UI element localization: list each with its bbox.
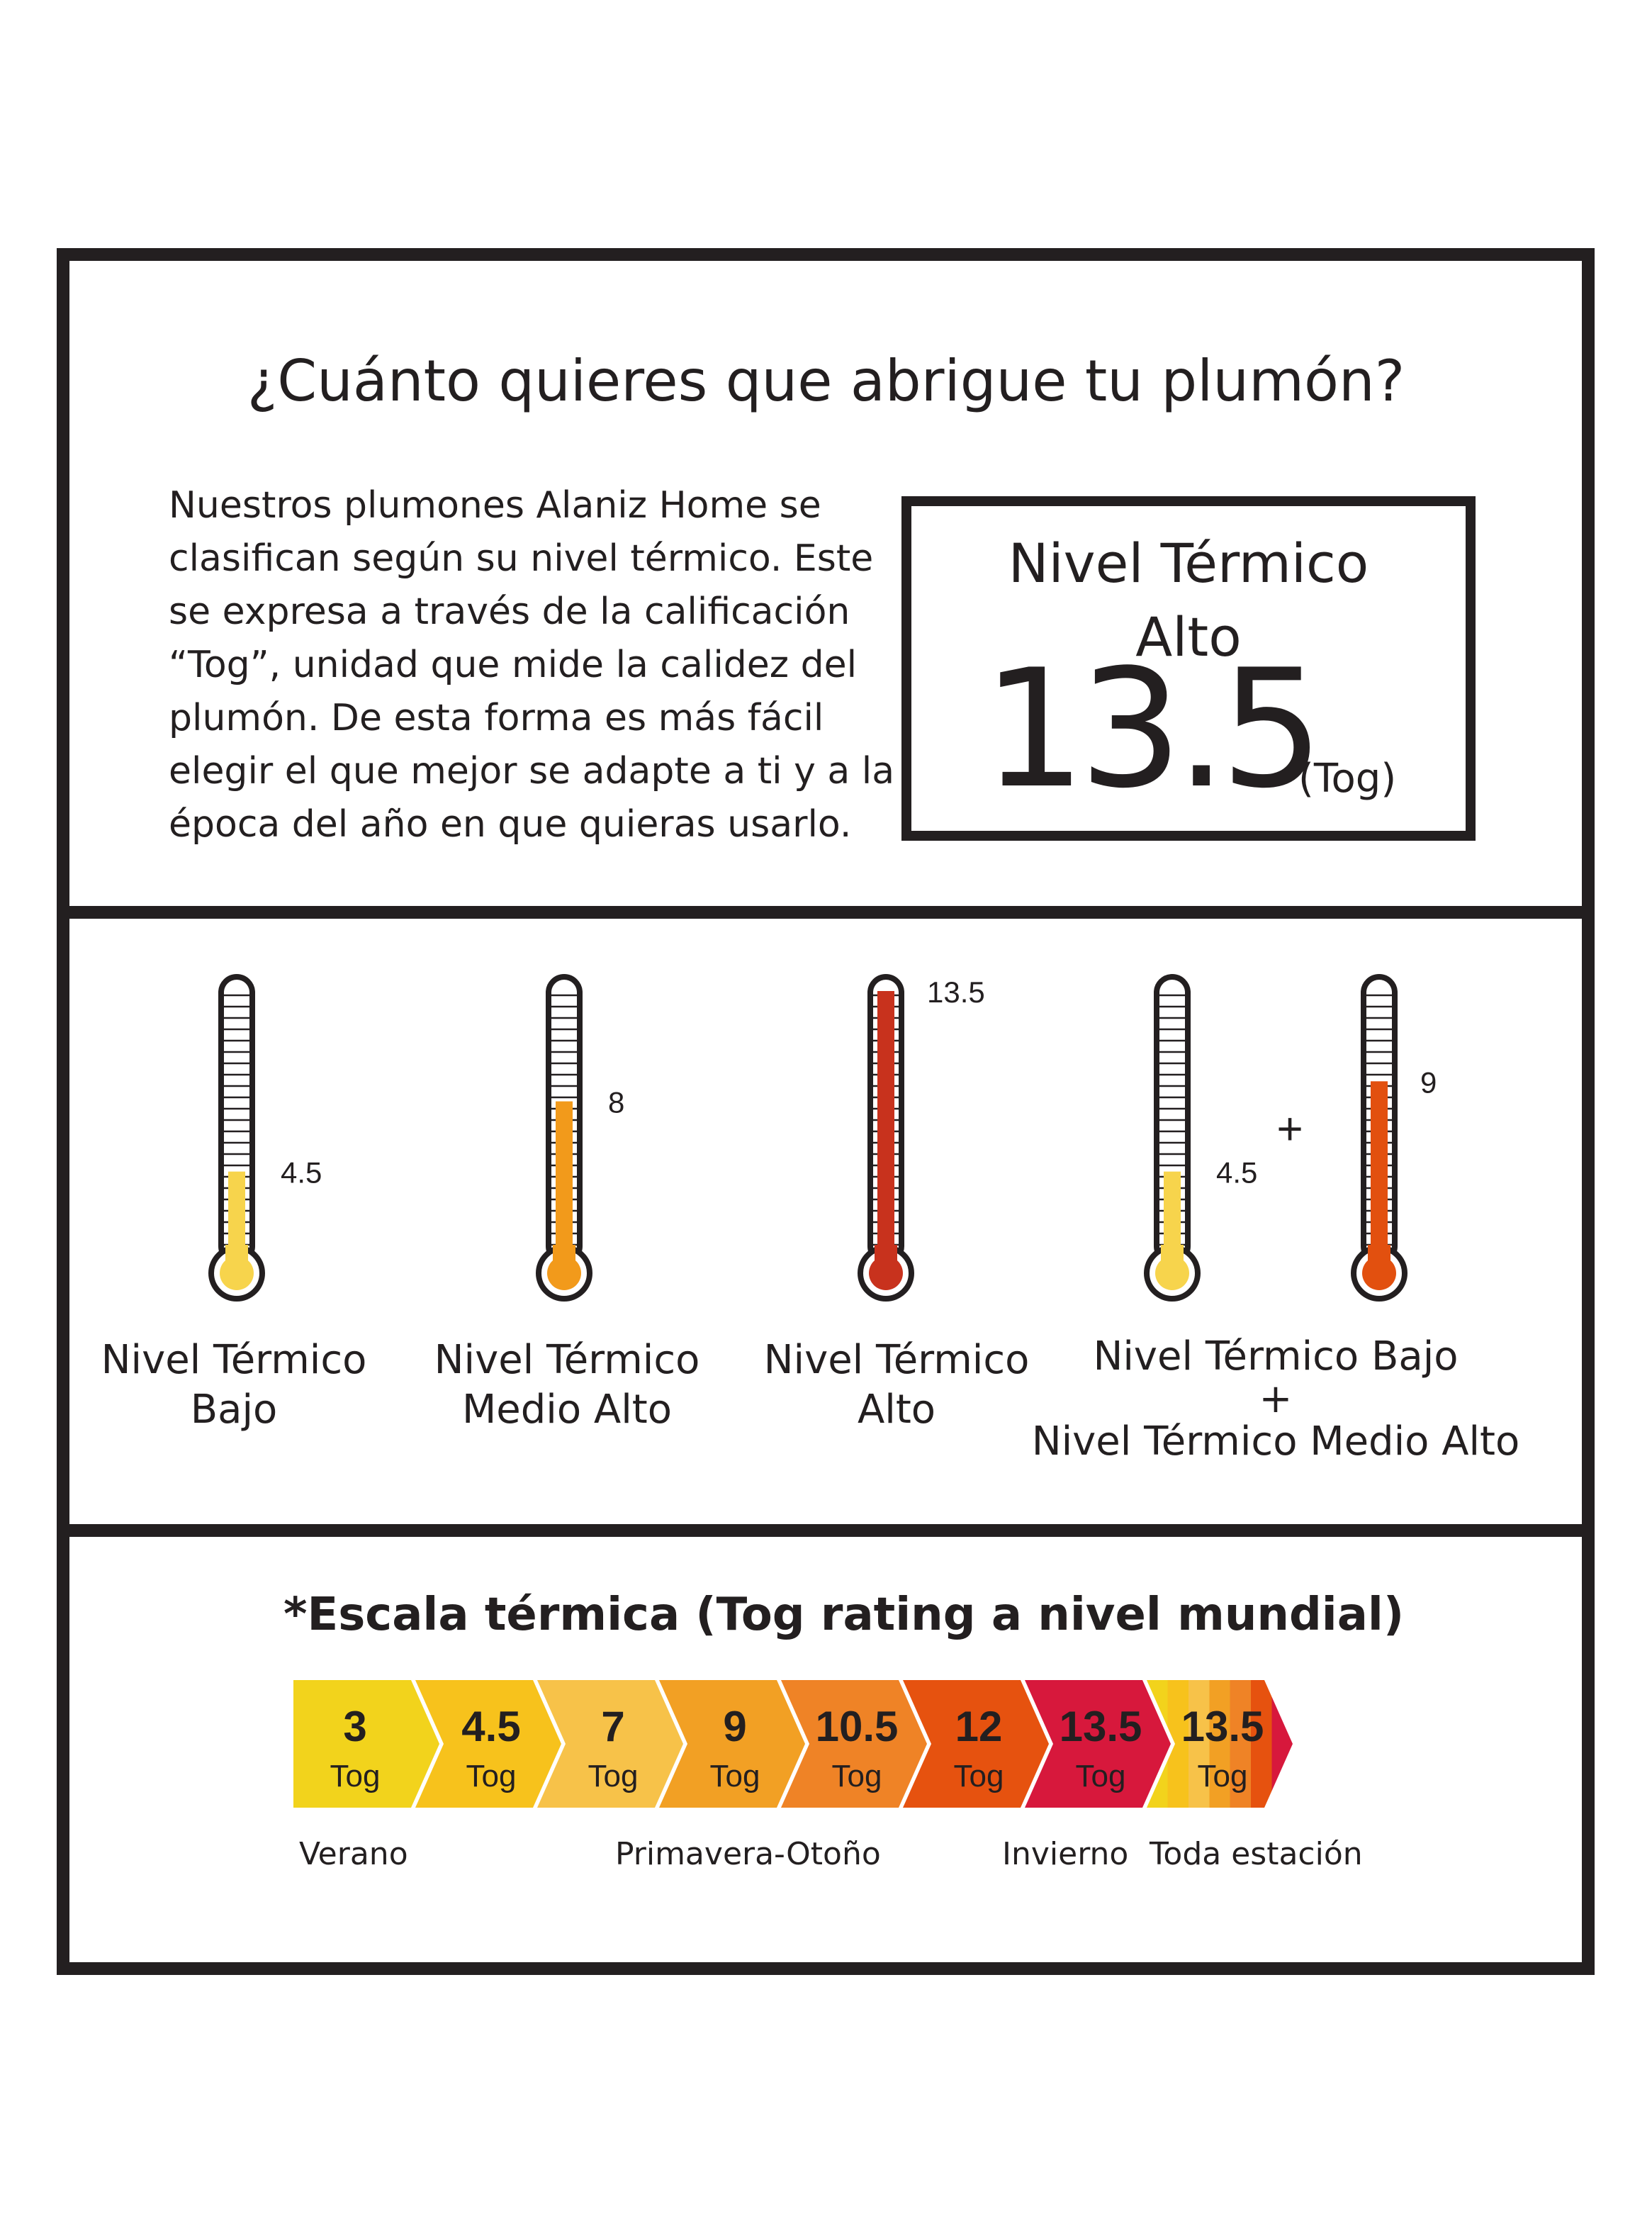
season-toda-estacion: Toda estación (1150, 1836, 1363, 1872)
intro-line: elegir el que mejor se adapte a ti y a l… (169, 750, 895, 793)
plus-sign: + (1276, 1103, 1303, 1154)
caption-line: Nivel Térmico (763, 1337, 1030, 1383)
tog-step-unit: Tog (588, 1759, 639, 1793)
intro-line: plumón. De esta forma es más fácil (169, 697, 824, 739)
season-primavera-otono: Primavera-Otoño (615, 1836, 881, 1872)
thermometer-fill (1371, 1081, 1388, 1262)
thermometer-fill (556, 1101, 573, 1262)
section-divider-1 (57, 906, 1595, 919)
tog-step-unit: Tog (466, 1759, 517, 1793)
thermometer-value-label: 9 (1420, 1065, 1437, 1099)
tog-step-unit: Tog (330, 1759, 381, 1793)
tog-step: 3 Tog (293, 1680, 439, 1808)
tog-step-unit: Tog (1076, 1759, 1126, 1793)
tog-step: 7 Tog (537, 1680, 683, 1808)
tog-step: 4.5 Tog (415, 1680, 561, 1808)
tog-step: 12 Tog (903, 1680, 1049, 1808)
tog-step: 10.5 Tog (781, 1680, 927, 1808)
page-title: ¿Cuánto quieres que abrigue tu plumón? (247, 348, 1405, 414)
rating-level-label: Nivel Térmico (1008, 532, 1369, 595)
tog-step: 13.5 Tog (1025, 1680, 1171, 1808)
caption-line: Alto (857, 1387, 936, 1433)
thermometer: 8 (536, 974, 624, 1302)
thermometer: 13.5 (858, 974, 985, 1302)
tog-step-value: 10.5 (816, 1703, 899, 1750)
caption-line: Medio Alto (461, 1387, 673, 1433)
thermometer-value-label: 13.5 (927, 975, 985, 1009)
caption-line: Bajo (190, 1387, 278, 1433)
intro-line: “Tog”, unidad que mide la calidez del (169, 644, 858, 686)
thermometers-graphic: 4.5 8 13.5 4.5 9 + (208, 974, 1437, 1302)
season-invierno: Invierno (1002, 1836, 1129, 1872)
tog-step-value: 7 (601, 1703, 624, 1750)
intro-line: se expresa a través de la calificación (169, 591, 850, 633)
thermometer-fill (877, 991, 894, 1262)
intro-line: Nuestros plumones Alaniz Home se (169, 484, 821, 527)
rating-box: Nivel Térmico Alto 13.5 (Tog) (901, 496, 1476, 841)
tog-step: 9 Tog (659, 1680, 805, 1808)
thermometer-value-label: 4.5 (1216, 1156, 1257, 1190)
caption-line: Nivel Térmico (101, 1337, 367, 1383)
caption-line: Nivel Térmico Medio Alto (1031, 1418, 1520, 1465)
intro-line: clasifican según su nivel térmico. Este (169, 537, 874, 580)
tog-step-value: 12 (955, 1703, 1003, 1750)
caption-line: + (1259, 1376, 1293, 1422)
tog-step-unit: Tog (954, 1759, 1004, 1793)
caption-bajo: Nivel Térmico Bajo (85, 1336, 383, 1435)
thermometer: 4.5 (208, 974, 322, 1302)
tog-step-unit: Tog (710, 1759, 760, 1793)
caption-medio-alto: Nivel Térmico Medio Alto (411, 1336, 723, 1435)
tog-step-unit: Tog (832, 1759, 882, 1793)
caption-alto: Nivel Térmico Alto (744, 1336, 1049, 1435)
rating-level-name: Alto (1135, 605, 1242, 668)
scale-title: *Escala térmica (Tog rating a nivel mund… (283, 1589, 1405, 1641)
tog-step-value: 4.5 (461, 1703, 520, 1750)
caption-combo: Nivel Térmico Bajo + Nivel Térmico Medio… (1021, 1336, 1531, 1463)
caption-line: Nivel Térmico Bajo (1093, 1333, 1459, 1379)
rating-unit: (Tog) (1298, 756, 1397, 802)
tog-step-value: 13.5 (1181, 1703, 1264, 1750)
thermometer: 9 (1351, 974, 1437, 1302)
season-verano: Verano (299, 1836, 408, 1872)
intro-text: Nuestros plumones Alaniz Home se clasifi… (169, 479, 906, 851)
intro-line: época del año en que quieras usarlo. (169, 803, 852, 846)
thermometer-value-label: 8 (608, 1086, 624, 1119)
tog-step-value: 9 (723, 1703, 746, 1750)
rating-value: 13.5 (982, 635, 1324, 824)
tog-step: 13.5 Tog (1147, 1680, 1293, 1808)
thermometer: 4.5 (1144, 974, 1257, 1302)
section-divider-2 (57, 1524, 1595, 1537)
thermometer-value-label: 4.5 (281, 1156, 322, 1190)
tog-step-unit: Tog (1198, 1759, 1248, 1793)
caption-line: Nivel Térmico (434, 1337, 700, 1383)
outer-frame (57, 248, 1595, 1975)
tog-step-value: 13.5 (1060, 1703, 1142, 1750)
tog-step-value: 3 (343, 1703, 366, 1750)
